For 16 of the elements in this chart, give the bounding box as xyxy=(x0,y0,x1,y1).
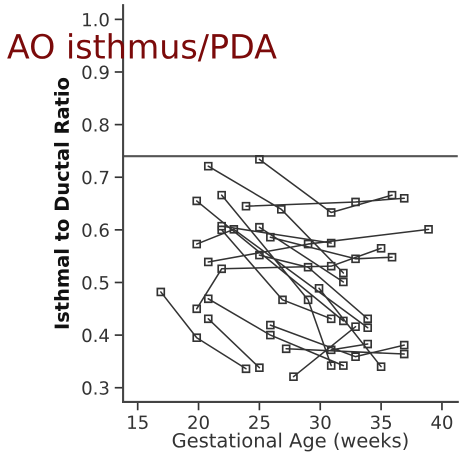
y-tick-label: 0.9 xyxy=(82,65,109,80)
y-tick-label: 0.4 xyxy=(82,328,109,342)
y-tick-label: 0.6 xyxy=(82,223,109,237)
y-tick-label: 0.3 xyxy=(82,381,108,395)
x-tick-label: 25 xyxy=(249,415,270,430)
x-tick-label: 20 xyxy=(188,415,209,430)
y-tick-label: 0.8 xyxy=(82,118,109,132)
y-tick-label: 0.7 xyxy=(82,170,108,184)
x-tick-label: 30 xyxy=(310,415,331,430)
x-axis-title: Gestational Age (weeks) xyxy=(172,432,408,452)
x-tick-label: 35 xyxy=(370,415,392,430)
y-tick-label: 0.5 xyxy=(82,276,108,290)
y-axis-title: Isthmal to Ductal Ratio xyxy=(54,78,70,328)
x-tick-label: 40 xyxy=(431,415,452,430)
x-tick-label: 15 xyxy=(128,416,148,430)
y-tick-label: 1.0 xyxy=(83,12,109,26)
